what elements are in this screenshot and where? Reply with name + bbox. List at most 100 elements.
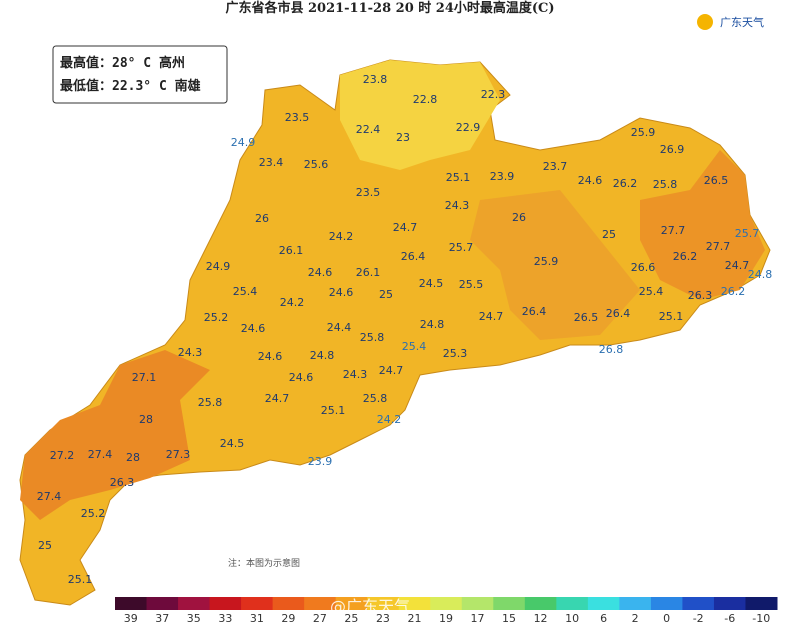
station-temp: 26.1	[279, 244, 304, 257]
legend-label: 31	[250, 612, 264, 625]
station-temp: 26.2	[721, 285, 746, 298]
legend-label: 0	[663, 612, 670, 625]
max-info: 最高值：28° C 高州	[60, 55, 185, 71]
station-temp: 24.3	[178, 346, 203, 359]
station-temp: 24.7	[379, 364, 404, 377]
hot-west	[20, 350, 210, 520]
station-temp: 24.3	[343, 368, 368, 381]
station-temp: 25.1	[446, 171, 471, 184]
legend-label: 37	[155, 612, 169, 625]
legend-label: 27	[313, 612, 327, 625]
cool-north	[340, 60, 500, 170]
legend-label: 6	[600, 612, 607, 625]
legend-cell	[682, 597, 715, 610]
station-temp: 25.1	[68, 573, 93, 586]
legend-cell	[556, 597, 589, 610]
station-temp: 28	[126, 451, 140, 464]
legend-cell	[493, 597, 526, 610]
legend-cell	[461, 597, 494, 610]
station-temp: 25.8	[363, 392, 388, 405]
station-temp: 24.6	[258, 350, 283, 363]
info-box	[52, 45, 228, 104]
min-info: 最低值：22.3° C 南雄	[60, 78, 201, 94]
station-temp: 23.7	[543, 160, 568, 173]
station-temp: 24.6	[289, 371, 314, 384]
station-temp: 24.5	[220, 437, 245, 450]
legend-label: 12	[534, 612, 548, 625]
station-temp: 26.8	[599, 343, 624, 356]
hot-east	[640, 150, 765, 300]
station-temp: 22.8	[413, 93, 438, 106]
station-temp: 25	[379, 288, 393, 301]
station-temp: 27.7	[661, 224, 686, 237]
station-temp: 24.4	[327, 321, 352, 334]
station-temp: 24.9	[206, 260, 231, 273]
station-temp: 22.9	[456, 121, 481, 134]
station-temp: 25.4	[233, 285, 258, 298]
logo-icon	[697, 14, 713, 30]
station-temp: 25.1	[321, 404, 346, 417]
station-temp: 27.7	[706, 240, 731, 253]
watermark: @广东天气	[330, 597, 410, 616]
station-temp: 23.5	[356, 186, 381, 199]
station-temp: 26.6	[631, 261, 656, 274]
legend-label: 29	[281, 612, 295, 625]
legend-label: -2	[693, 612, 704, 625]
station-temp: 28	[139, 413, 153, 426]
station-temp: 24.7	[393, 221, 418, 234]
station-temp: 26.4	[401, 250, 426, 263]
legend-cell	[178, 597, 211, 610]
station-temp: 23.8	[363, 73, 388, 86]
legend-cell	[650, 597, 683, 610]
station-temp: 23.9	[490, 170, 515, 183]
station-temp: 26.1	[356, 266, 381, 279]
station-temp: 23.4	[259, 156, 284, 169]
station-temp: 24.9	[231, 136, 256, 149]
station-temp: 25.3	[443, 347, 468, 360]
legend-cell	[430, 597, 463, 610]
station-temp: 26.5	[704, 174, 729, 187]
legend-label: 33	[218, 612, 232, 625]
station-temp: 25.8	[653, 178, 678, 191]
legend-label: -10	[752, 612, 770, 625]
legend-cell	[115, 597, 148, 610]
station-temp: 27.1	[132, 371, 157, 384]
station-temp: 23.9	[308, 455, 333, 468]
station-temp: 26.3	[688, 289, 713, 302]
station-temp: 24.8	[420, 318, 445, 331]
legend-label: 19	[439, 612, 453, 625]
station-temp: 24.6	[578, 174, 603, 187]
station-temp: 26	[512, 211, 526, 224]
station-temp: 22.3	[481, 88, 506, 101]
legend-cell	[241, 597, 274, 610]
station-temp: 26	[255, 212, 269, 225]
legend-cell	[587, 597, 620, 610]
legend-cell	[209, 597, 242, 610]
station-temp: 27.4	[88, 448, 113, 461]
station-temp: 26.2	[673, 250, 698, 263]
station-temp: 23	[396, 131, 410, 144]
title: 广东省各市县 2021-11-28 20 时 24小时最高温度(C)	[225, 0, 554, 16]
station-temp: 24.2	[280, 296, 305, 309]
station-temp: 25.7	[449, 241, 474, 254]
legend-label: 21	[407, 612, 421, 625]
station-temp: 25.8	[360, 331, 385, 344]
station-temp: 24.2	[329, 230, 354, 243]
station-temp: 23.5	[285, 111, 310, 124]
station-temp: 24.8	[748, 268, 773, 281]
station-temp: 25.4	[639, 285, 664, 298]
station-temp: 25.9	[534, 255, 559, 268]
station-temp: 24.2	[377, 413, 402, 426]
station-temp: 24.8	[310, 349, 335, 362]
station-temp: 25	[602, 228, 616, 241]
legend-cell	[713, 597, 746, 610]
station-temp: 24.6	[329, 286, 354, 299]
legend-label: 23	[376, 612, 390, 625]
warm-center	[470, 190, 640, 340]
station-temp: 24.7	[265, 392, 290, 405]
station-temp: 24.3	[445, 199, 470, 212]
station-temp: 26.4	[522, 305, 547, 318]
station-temp: 25.2	[81, 507, 106, 520]
station-temp: 25	[38, 539, 52, 552]
